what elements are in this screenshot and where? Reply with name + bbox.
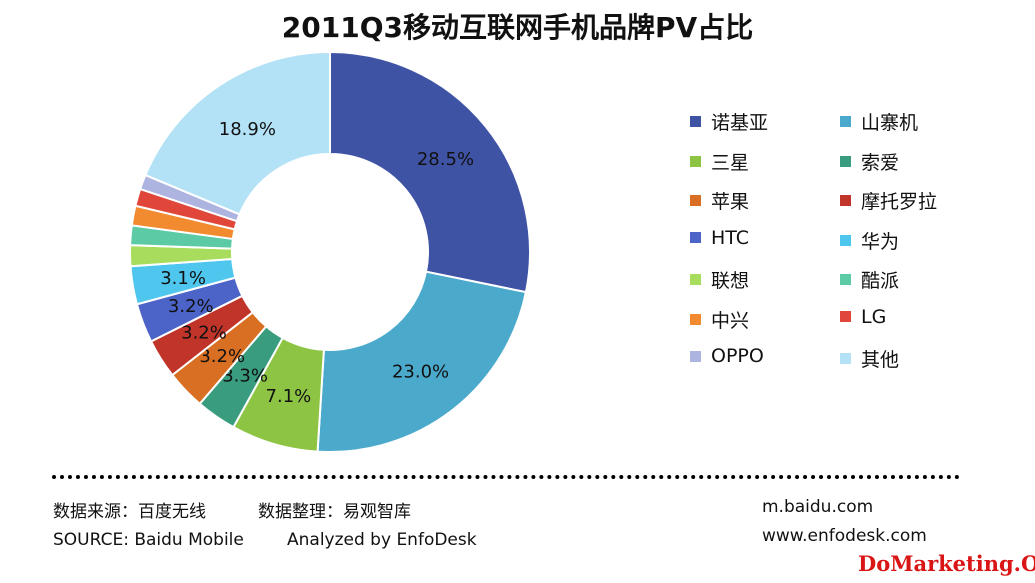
slice-label-6: 3.2% [168,296,214,317]
legend-label-5: 摩托罗拉 [861,191,938,213]
slice-label-0: 28.5% [417,149,474,170]
footer-divider [52,475,960,479]
slice-label-7: 3.1% [160,268,206,289]
slice-label-3: 3.3% [222,365,268,386]
legend-label-0: 诺基亚 [711,112,769,134]
legend-label-7: 华为 [861,230,900,253]
legend-swatch-2 [690,155,701,167]
legend-label-3: 索爱 [861,151,900,174]
slice-label-5: 3.2% [181,323,227,344]
donut-slice-0 [329,50,531,294]
url-baidu: m.baidu.com [762,497,874,517]
legend-swatch-9 [840,274,851,285]
legend-item-7: 华为 [840,227,899,254]
slice-label-1: 23.0% [392,361,449,382]
legend-label-11: LG [861,305,887,328]
legend-swatch-5 [840,195,851,206]
legend-swatch-8 [690,274,701,285]
legend-item-11: LG [840,306,886,328]
legend-swatch-4 [690,195,701,206]
legend-label-9: 酷派 [861,270,900,292]
legend-item-8: 联想 [690,266,749,293]
legend-item-10: 中兴 [690,306,749,333]
legend-swatch-7 [840,234,851,246]
url-enfodesk: www.enfodesk.com [762,526,927,546]
legend-swatch-10 [690,313,701,325]
legend-label-8: 联想 [711,270,750,292]
chart-title: 2011Q3移动互联网手机品牌PV占比 [281,11,754,44]
data-analysis-cn: 数据整理：易观智库 [258,502,411,522]
legend-item-5: 摩托罗拉 [840,187,937,214]
legend-label-1: 山寨机 [861,112,919,134]
slice-label-13: 18.9% [219,119,276,140]
legend-swatch-12 [690,350,701,362]
legend-swatch-0 [690,116,701,127]
legend-swatch-1 [840,116,851,127]
legend-item-1: 山寨机 [840,108,918,135]
legend-label-12: OPPO [711,345,764,367]
legend-swatch-6 [690,232,701,243]
watermark: DoMarketing.Org [858,551,1035,576]
legend-label-4: 苹果 [711,191,750,213]
legend-item-9: 酷派 [840,266,899,293]
donut-slice-13 [144,50,331,216]
slice-label-2: 7.1% [266,386,312,407]
donut-slice-1 [316,270,528,453]
data-source-en: SOURCE: Baidu Mobile [53,530,244,550]
legend-label-13: 其他 [861,349,900,371]
data-source-cn: 数据来源：百度无线 [53,502,206,522]
legend-item-12: OPPO [690,345,764,367]
legend-swatch-3 [840,155,851,167]
legend-swatch-13 [840,353,851,364]
slice-label-4: 3.2% [199,346,245,367]
legend-item-4: 苹果 [690,187,749,214]
donut-chart: 28.5%23.0%7.1%3.3%3.2%3.2%3.2%3.1%18.9% [129,50,531,453]
data-analysis-en: Analyzed by EnfoDesk [287,530,477,550]
legend-label-2: 三星 [711,151,750,174]
legend-item-0: 诺基亚 [690,108,768,135]
legend-label-10: 中兴 [711,309,750,332]
legend-item-13: 其他 [840,345,899,372]
legend-swatch-11 [840,311,851,322]
legend-item-6: HTC [690,227,749,249]
legend-item-3: 索爱 [840,148,899,175]
legend-label-6: HTC [711,226,750,249]
legend-item-2: 三星 [690,148,749,175]
